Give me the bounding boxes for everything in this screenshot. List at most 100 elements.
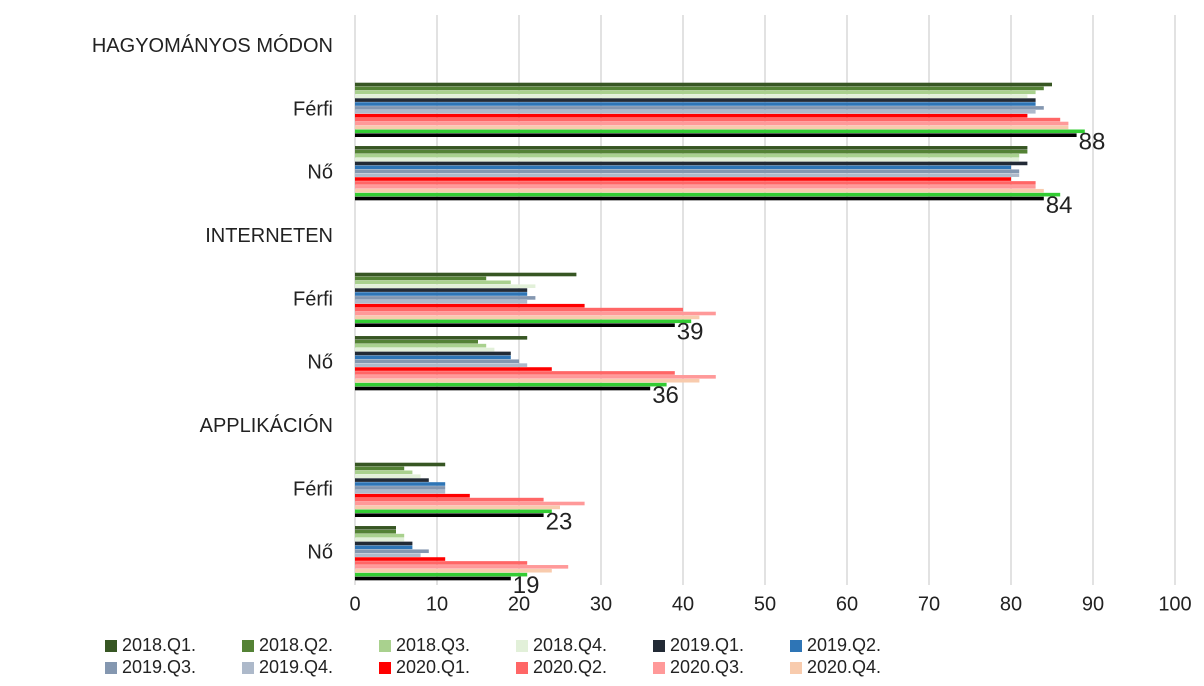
legend-swatch: [790, 640, 802, 652]
legend-swatch: [105, 662, 117, 674]
bar: [355, 86, 1044, 91]
x-tick-label: 40: [672, 593, 694, 615]
bar: [355, 478, 429, 482]
legend-label: 2019.Q4.: [259, 657, 333, 677]
bar: [355, 121, 1069, 126]
bar: [355, 568, 552, 573]
bar: [355, 526, 396, 530]
bar: [355, 378, 700, 383]
bar: [355, 382, 667, 387]
bar: [355, 149, 1028, 154]
bar: [355, 482, 446, 486]
legend-label: 2018.Q3.: [396, 635, 470, 655]
category-label: Nő: [307, 352, 333, 374]
bar: [355, 505, 560, 510]
bar: [355, 363, 528, 367]
x-tick-label: 30: [590, 593, 612, 615]
bar: [355, 486, 446, 490]
category-label: Férfi: [293, 478, 333, 500]
bar: [355, 177, 1011, 181]
bar: [355, 113, 1028, 118]
category-label: Nő: [307, 162, 333, 184]
bar: [355, 157, 1020, 162]
bar: [355, 296, 536, 300]
legend-label: 2019.Q2.: [807, 635, 881, 655]
bar: [355, 470, 413, 475]
legend-label: 2018.Q2.: [259, 635, 333, 655]
bar: [355, 474, 421, 478]
bar: [355, 339, 478, 344]
legend-swatch: [242, 640, 254, 652]
legend-swatch: [379, 662, 391, 674]
x-tick-label: 60: [836, 593, 858, 615]
x-tick-label: 20: [508, 593, 530, 615]
x-tick-label: 10: [426, 593, 448, 615]
category-label: Férfi: [293, 288, 333, 310]
bar: [355, 129, 1085, 134]
bar: [355, 185, 1036, 189]
bar: [355, 133, 1077, 137]
x-tick-label: 0: [349, 593, 360, 615]
bar: [355, 529, 396, 534]
value-label: 88: [1079, 129, 1106, 156]
legend-swatch: [653, 662, 665, 674]
bar: [355, 319, 692, 324]
value-label: 84: [1046, 192, 1073, 219]
bar: [355, 367, 552, 371]
category-label: HAGYOMÁNYOS MÓDON: [92, 34, 333, 57]
bar: [355, 557, 446, 561]
bar: [355, 355, 511, 360]
bar: [355, 102, 1036, 106]
bar: [355, 82, 1052, 87]
value-label: 39: [677, 319, 704, 346]
bar: [355, 537, 405, 542]
bar: [355, 300, 528, 304]
bar: [355, 280, 511, 285]
legend-swatch: [379, 640, 391, 652]
bar: [355, 572, 528, 577]
bar: [355, 117, 1061, 122]
bar: [355, 545, 413, 550]
bar: [355, 323, 675, 327]
bar: [355, 284, 536, 288]
bar: [355, 110, 1036, 114]
x-tick-label: 50: [754, 593, 776, 615]
bar: [355, 106, 1044, 110]
bar: [355, 561, 528, 565]
bar: [355, 94, 1028, 98]
bar: [355, 513, 544, 517]
legend-label: 2019.Q1.: [670, 635, 744, 655]
legend-label: 2018.Q4.: [533, 635, 607, 655]
legend-swatch: [790, 662, 802, 674]
bar: [355, 466, 405, 471]
category-label: Nő: [307, 542, 333, 564]
bar: [355, 292, 528, 296]
bar: [355, 386, 651, 391]
bar: [355, 343, 487, 348]
bar: [355, 549, 429, 554]
legend-label: 2020.Q2.: [533, 657, 607, 677]
legend-swatch: [516, 662, 528, 674]
bar: [355, 336, 528, 340]
x-tick-label: 70: [918, 593, 940, 615]
bar: [355, 272, 577, 277]
bar: [355, 501, 585, 506]
bar: [355, 146, 1028, 150]
category-label: INTERNETEN: [205, 225, 333, 247]
legend-label: 2020.Q4.: [807, 657, 881, 677]
legend-label: 2018.Q1.: [122, 635, 196, 655]
bar: [355, 533, 405, 538]
value-label: 36: [652, 382, 679, 409]
bar: [355, 276, 487, 281]
bar: [355, 188, 1044, 193]
x-tick-label: 100: [1158, 593, 1191, 615]
x-tick-label: 90: [1082, 593, 1104, 615]
bar: [355, 553, 421, 557]
legend-label: 2020.Q1.: [396, 657, 470, 677]
legend-swatch: [242, 662, 254, 674]
legend-swatch: [653, 640, 665, 652]
bar: [355, 173, 1020, 177]
bar: [355, 169, 1020, 174]
